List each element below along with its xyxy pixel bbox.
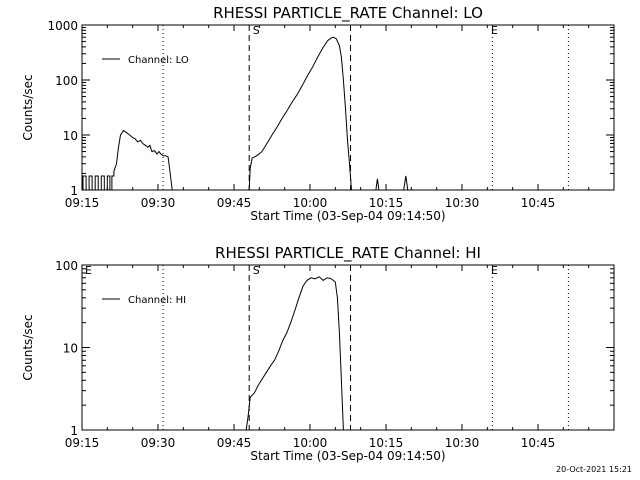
x-tick-label: 10:00: [293, 436, 328, 450]
x-axis-label: Start Time (03-Sep-04 09:14:50): [250, 209, 445, 223]
y-tick-label: 1000: [47, 19, 78, 33]
marker-label: S: [253, 24, 260, 37]
y-axis-label: Counts/sec: [21, 74, 35, 140]
y-tick-label: 1: [70, 184, 78, 198]
y-tick-label: 10: [63, 129, 78, 143]
x-tick-label: 09:15: [65, 436, 100, 450]
series-line: [82, 36, 409, 191]
y-axis-label: Counts/sec: [21, 314, 35, 380]
x-tick-label: 09:15: [65, 196, 100, 210]
x-tick-label: 09:30: [141, 196, 176, 210]
x-tick-label: 09:30: [141, 436, 176, 450]
y-tick-label: 100: [55, 74, 78, 88]
x-tick-label: 10:45: [521, 196, 556, 210]
x-tick-label: 09:45: [217, 436, 252, 450]
x-tick-label: 09:45: [217, 196, 252, 210]
chart-title: RHESSI PARTICLE_RATE Channel: HI: [215, 244, 481, 263]
marker-label: E: [85, 264, 92, 277]
y-tick-label: 10: [63, 342, 78, 356]
x-tick-label: 10:30: [445, 196, 480, 210]
x-tick-label: 10:00: [293, 196, 328, 210]
plot-frame: [81, 24, 615, 191]
series-line: [245, 276, 344, 431]
footer-timestamp: 20-Oct-2021 15:21: [556, 465, 632, 474]
legend-label: Channel: LO: [128, 55, 189, 66]
marker-label: E: [491, 264, 498, 277]
panel-lo: RHESSI PARTICLE_RATE Channel: LO 09:15 09:…: [21, 4, 615, 223]
x-tick-label: 10:15: [369, 436, 404, 450]
x-tick-label: 10:30: [445, 436, 480, 450]
marker-label: E: [491, 24, 498, 37]
marker-label: S: [253, 264, 260, 277]
y-tick-label: 100: [55, 259, 78, 273]
x-tick-label: 10:45: [521, 436, 556, 450]
legend-label: Channel: HI: [128, 295, 186, 306]
plot-frame: [81, 264, 615, 431]
y-tick-label: 1: [70, 424, 78, 438]
panel-hi: RHESSI PARTICLE_RATE Channel: HI 09:15 09:…: [21, 244, 615, 463]
x-axis-label: Start Time (03-Sep-04 09:14:50): [250, 449, 445, 463]
chart-title: RHESSI PARTICLE_RATE Channel: LO: [213, 4, 483, 23]
x-tick-label: 10:15: [369, 196, 404, 210]
